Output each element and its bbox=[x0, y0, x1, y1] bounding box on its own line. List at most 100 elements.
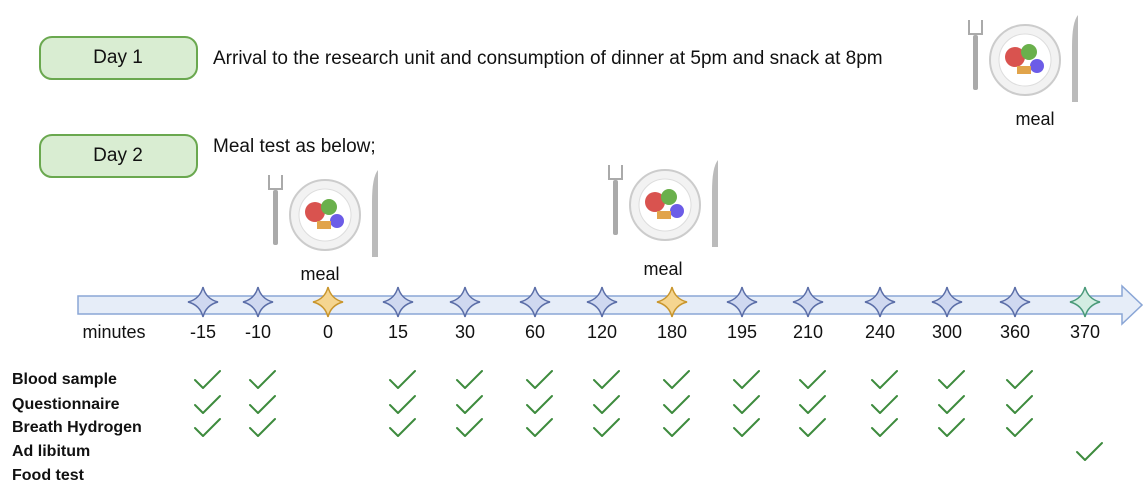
time-marker bbox=[656, 286, 688, 318]
time-label: 120 bbox=[587, 322, 617, 342]
description-box: Arrival to the research unit and consump… bbox=[213, 48, 883, 69]
checkmark bbox=[389, 395, 416, 414]
checkmark bbox=[1076, 442, 1103, 461]
checkmark bbox=[663, 418, 690, 437]
time-label: 60 bbox=[525, 322, 545, 342]
checkmark bbox=[389, 418, 416, 437]
fork bbox=[613, 180, 618, 235]
checkmark bbox=[593, 395, 620, 414]
knife bbox=[372, 170, 378, 257]
fork-tines bbox=[968, 20, 983, 35]
row-label: Food test bbox=[12, 467, 85, 484]
checkmark bbox=[526, 370, 553, 389]
time-marker bbox=[519, 286, 551, 318]
food bbox=[657, 211, 671, 219]
checkmark bbox=[456, 418, 483, 437]
time-label: 0 bbox=[323, 322, 333, 342]
time-label: 15 bbox=[388, 322, 408, 342]
time-marker bbox=[242, 286, 274, 318]
checkmark bbox=[733, 395, 760, 414]
checkmark bbox=[799, 418, 826, 437]
meal-icon bbox=[608, 160, 718, 247]
checkmark bbox=[733, 418, 760, 437]
meal-label: meal bbox=[1015, 109, 1054, 129]
time-marker bbox=[449, 286, 481, 318]
plate-inner bbox=[638, 178, 692, 232]
knife bbox=[712, 160, 718, 247]
checkmark bbox=[938, 418, 965, 437]
fork bbox=[973, 35, 978, 90]
checkmark bbox=[871, 418, 898, 437]
food bbox=[645, 192, 665, 212]
checkmark bbox=[1006, 395, 1033, 414]
checkmark bbox=[526, 395, 553, 414]
day-label: Day 1 bbox=[93, 47, 143, 68]
checkmark bbox=[593, 418, 620, 437]
checkmark bbox=[249, 370, 276, 389]
time-marker bbox=[312, 286, 344, 318]
food bbox=[330, 214, 344, 228]
time-marker bbox=[382, 286, 414, 318]
food bbox=[321, 199, 337, 215]
checkmark bbox=[733, 370, 760, 389]
time-marker bbox=[864, 286, 896, 318]
checkmark bbox=[663, 395, 690, 414]
checkmark bbox=[194, 370, 221, 389]
time-marker bbox=[999, 286, 1031, 318]
day-description: Arrival to the research unit and consump… bbox=[213, 48, 883, 69]
checkmark bbox=[663, 370, 690, 389]
time-marker bbox=[931, 286, 963, 318]
plate-inner bbox=[298, 188, 352, 242]
food bbox=[1005, 47, 1025, 67]
time-label: 195 bbox=[727, 322, 757, 342]
checkmark bbox=[871, 370, 898, 389]
checkmark bbox=[456, 395, 483, 414]
food bbox=[661, 189, 677, 205]
food bbox=[1030, 59, 1044, 73]
checkmark bbox=[1006, 370, 1033, 389]
food bbox=[1021, 44, 1037, 60]
row-label: Breath Hydrogen bbox=[12, 419, 142, 436]
fork bbox=[273, 190, 278, 245]
time-marker bbox=[792, 286, 824, 318]
meal-icon bbox=[968, 15, 1078, 102]
row-label: Questionnaire bbox=[12, 396, 120, 413]
checkmark bbox=[1006, 418, 1033, 437]
checkmark bbox=[194, 395, 221, 414]
checkmark bbox=[799, 370, 826, 389]
day-box bbox=[39, 36, 198, 80]
food bbox=[670, 204, 684, 218]
day-box bbox=[39, 134, 198, 178]
checkmark bbox=[194, 418, 221, 437]
checkmark bbox=[799, 395, 826, 414]
checkmark bbox=[593, 370, 620, 389]
time-label: -10 bbox=[245, 322, 271, 342]
day-label: Day 2 bbox=[93, 145, 143, 166]
time-label: 360 bbox=[1000, 322, 1030, 342]
meal-icon bbox=[268, 170, 378, 257]
checkmark bbox=[938, 395, 965, 414]
time-marker bbox=[1069, 286, 1101, 318]
day-description: Meal test as below; bbox=[213, 136, 376, 157]
time-label: -15 bbox=[190, 322, 216, 342]
checkmark bbox=[526, 418, 553, 437]
food bbox=[1017, 66, 1031, 74]
checkmark bbox=[249, 395, 276, 414]
checkmark bbox=[871, 395, 898, 414]
checkmark bbox=[938, 370, 965, 389]
checkmark bbox=[249, 418, 276, 437]
checkmark bbox=[389, 370, 416, 389]
time-marker bbox=[187, 286, 219, 318]
checkmark bbox=[456, 370, 483, 389]
meal-label: meal bbox=[643, 259, 682, 279]
fork-tines bbox=[608, 165, 623, 180]
time-label: 240 bbox=[865, 322, 895, 342]
time-label: 30 bbox=[455, 322, 475, 342]
time-label: 370 bbox=[1070, 322, 1100, 342]
row-label: Ad libitum bbox=[12, 443, 90, 460]
plate-inner bbox=[998, 33, 1052, 87]
time-label: 210 bbox=[793, 322, 823, 342]
time-label: 180 bbox=[657, 322, 687, 342]
food bbox=[317, 221, 331, 229]
